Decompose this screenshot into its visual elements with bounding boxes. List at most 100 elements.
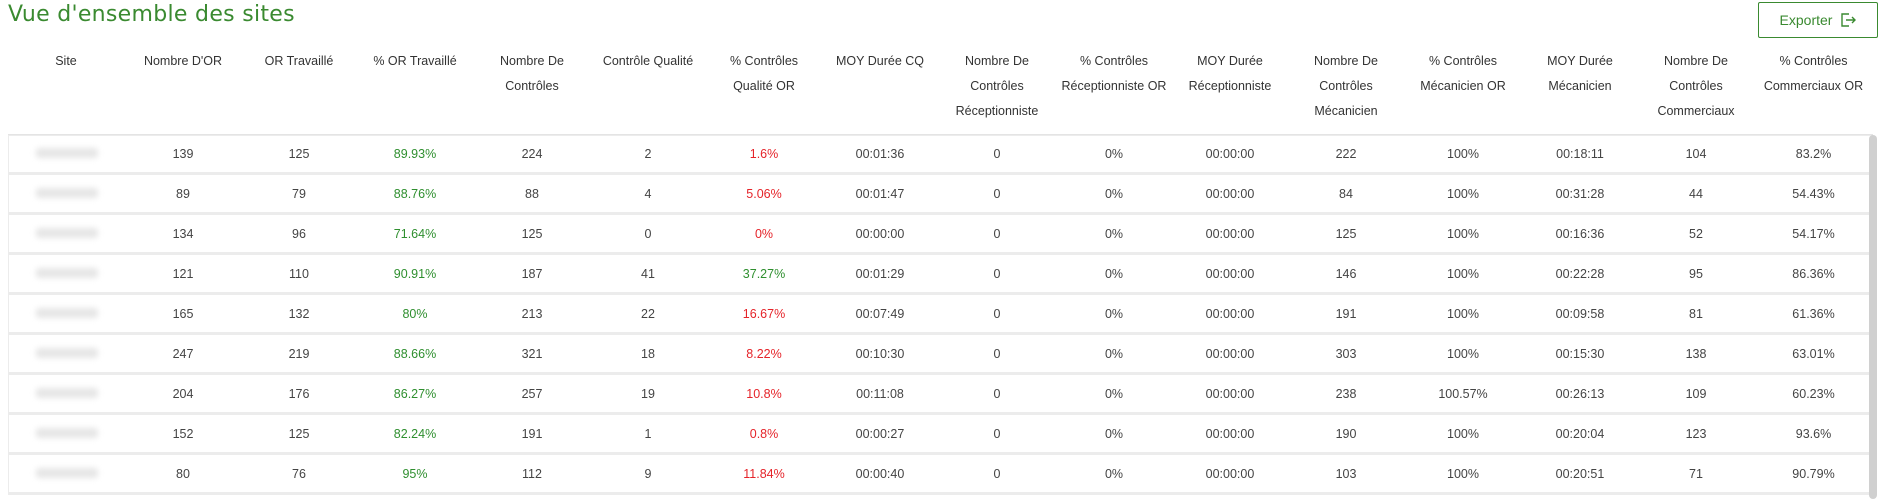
site-name-cell (8, 295, 124, 335)
table-row[interactable]: 247 219 88.66% 321 18 8.22% 00:10:30 0 0% 00:00:0… (8, 335, 1873, 375)
table-row[interactable]: 89 79 88.76% 88 4 5.06% 00:01:47 0 0% 00:00:00 84 1… (8, 175, 1873, 215)
column-header[interactable]: OR Travaillé (242, 47, 356, 135)
table-cell: 9 (590, 455, 706, 495)
table-cell: 88.76% (356, 175, 474, 215)
column-header[interactable]: Nombre De Contrôles Mécanicien (1288, 47, 1404, 135)
table-row[interactable]: 139 125 89.93% 224 2 1.6% 00:01:36 0 0% 00:00:00 2… (8, 135, 1873, 175)
vertical-scrollbar[interactable] (1869, 135, 1877, 499)
site-name-cell (8, 255, 124, 295)
table-cell: 1.6% (706, 135, 822, 175)
table-cell: 146 (1288, 255, 1404, 295)
table-cell: 0% (1056, 335, 1172, 375)
table-cell: 00:01:29 (822, 255, 938, 295)
table-row[interactable]: 152 125 82.24% 191 1 0.8% 00:00:27 0 0% 00:00:00 1… (8, 415, 1873, 455)
table-cell: 100% (1404, 215, 1522, 255)
table-cell: 100% (1404, 255, 1522, 295)
column-header[interactable]: MOY Durée Réceptionniste (1172, 47, 1288, 135)
table-cell: 00:00:00 (1172, 415, 1288, 455)
table-cell: 11.84% (706, 455, 822, 495)
table-cell: 00:00:40 (822, 455, 938, 495)
redacted-site-name (35, 427, 98, 438)
table-row[interactable]: 121 110 90.91% 187 41 37.27% 00:01:29 0 0% 00:00:… (8, 255, 1873, 295)
column-header[interactable]: % Contrôles Réceptionniste OR (1056, 47, 1172, 135)
table-cell: 109 (1638, 375, 1754, 415)
table-cell: 79 (242, 175, 356, 215)
table-cell: 0% (706, 215, 822, 255)
table-cell: 84 (1288, 175, 1404, 215)
table-row[interactable]: 80 76 95% 112 9 11.84% 00:00:40 0 0% 00:00:00 103 1… (8, 455, 1873, 495)
column-header[interactable]: % OR Travaillé (356, 47, 474, 135)
column-header[interactable]: % Contrôles Mécanicien OR (1404, 47, 1522, 135)
table-cell: 187 (474, 255, 590, 295)
site-name-cell (8, 375, 124, 415)
column-header[interactable]: Nombre De Contrôles (474, 47, 590, 135)
column-header[interactable]: Nombre De Contrôles Réceptionniste (938, 47, 1056, 135)
table-header-row: Site Nombre D'OR OR Travaillé% OR Travaill… (8, 47, 1873, 135)
table-cell: 00:20:04 (1522, 415, 1638, 455)
table-cell: 82.24% (356, 415, 474, 455)
table-cell: 112 (474, 455, 590, 495)
table-cell: 95% (356, 455, 474, 495)
table-cell: 93.6% (1754, 415, 1873, 455)
column-header[interactable]: MOY Durée CQ (822, 47, 938, 135)
table-cell: 0 (938, 255, 1056, 295)
table-cell: 0 (938, 375, 1056, 415)
table-cell: 00:00:00 (1172, 375, 1288, 415)
table-cell: 100% (1404, 335, 1522, 375)
redacted-site-name (35, 148, 98, 158)
table-row[interactable]: 165 132 80% 213 22 16.67% 00:07:49 0 0% 00:00:00 1… (8, 295, 1873, 335)
table-cell: 8.22% (706, 335, 822, 375)
table-cell: 0 (938, 295, 1056, 335)
column-header[interactable]: Nombre De Contrôles Commerciaux (1638, 47, 1754, 135)
table-cell: 00:00:00 (1172, 215, 1288, 255)
table-cell: 100% (1404, 135, 1522, 175)
site-name-cell (8, 335, 124, 375)
table-cell: 0% (1056, 175, 1172, 215)
table-cell: 95 (1638, 255, 1754, 295)
table-cell: 89 (124, 175, 242, 215)
table-cell: 76 (242, 455, 356, 495)
table-cell: 00:00:00 (1172, 335, 1288, 375)
table-body: 139 125 89.93% 224 2 1.6% 00:01:36 0 0% 00:00:00 2… (8, 135, 1873, 495)
table-cell: 104 (1638, 135, 1754, 175)
table-cell: 00:07:49 (822, 295, 938, 335)
column-header[interactable]: Contrôle Qualité (590, 47, 706, 135)
table-cell: 86.27% (356, 375, 474, 415)
table-cell: 0 (938, 455, 1056, 495)
table-cell: 61.36% (1754, 295, 1873, 335)
table-cell: 103 (1288, 455, 1404, 495)
table-cell: 0% (1056, 255, 1172, 295)
export-button[interactable]: Exporter (1758, 2, 1878, 38)
table-cell: 19 (590, 375, 706, 415)
column-header[interactable]: % Contrôles Qualité OR (706, 47, 822, 135)
table-cell: 00:01:36 (822, 135, 938, 175)
table-cell: 80% (356, 295, 474, 335)
column-header[interactable]: % Contrôles Commerciaux OR (1754, 47, 1873, 135)
table-cell: 176 (242, 375, 356, 415)
table-cell: 90.79% (1754, 455, 1873, 495)
table-cell: 00:00:00 (1172, 455, 1288, 495)
table-cell: 00:31:28 (1522, 175, 1638, 215)
column-header[interactable]: Nombre D'OR (124, 47, 242, 135)
table-cell: 100% (1404, 175, 1522, 215)
table-cell: 121 (124, 255, 242, 295)
table-cell: 0% (1056, 215, 1172, 255)
table-cell: 54.43% (1754, 175, 1873, 215)
table-cell: 125 (242, 135, 356, 175)
table-row[interactable]: 204 176 86.27% 257 19 10.8% 00:11:08 0 0% 00:00:0… (8, 375, 1873, 415)
table-cell: 41 (590, 255, 706, 295)
table-cell: 00:00:00 (1172, 135, 1288, 175)
table-cell: 90.91% (356, 255, 474, 295)
table-cell: 86.36% (1754, 255, 1873, 295)
table-cell: 00:26:13 (1522, 375, 1638, 415)
column-header[interactable]: Site (8, 47, 124, 135)
table-cell: 0% (1056, 415, 1172, 455)
table-row[interactable]: 134 96 71.64% 125 0 0% 00:00:00 0 0% 00:00:00 125 1… (8, 215, 1873, 255)
table-cell: 00:18:11 (1522, 135, 1638, 175)
export-icon (1840, 13, 1857, 27)
column-header[interactable]: MOY Durée Mécanicien (1522, 47, 1638, 135)
sites-table-container[interactable]: Site Nombre D'OR OR Travaillé% OR Travaill… (8, 47, 1873, 499)
table-cell: 0 (938, 175, 1056, 215)
table-cell: 18 (590, 335, 706, 375)
